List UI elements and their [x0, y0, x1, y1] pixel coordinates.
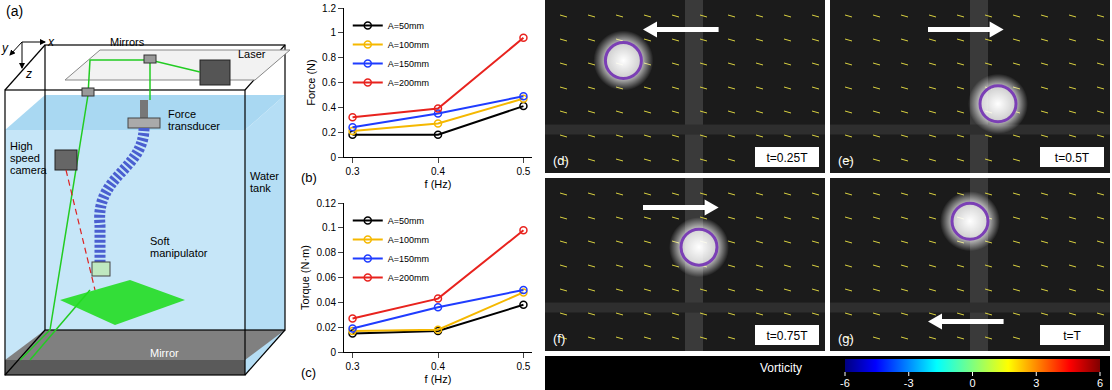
svg-text:Water: Water [250, 170, 279, 182]
svg-text:Force (N): Force (N) [305, 59, 317, 105]
svg-text:0.1: 0.1 [322, 222, 336, 233]
svg-text:(d): (d) [553, 153, 569, 168]
svg-text:t=0.75T: t=0.75T [766, 329, 808, 343]
svg-text:A=200mm: A=200mm [388, 273, 429, 283]
svg-text:0.5: 0.5 [516, 166, 530, 177]
svg-text:Vorticity: Vorticity [760, 361, 802, 375]
svg-text:0.6: 0.6 [322, 77, 336, 88]
svg-text:0.3: 0.3 [346, 166, 360, 177]
svg-text:0.02: 0.02 [317, 322, 337, 333]
svg-text:f (Hz): f (Hz) [425, 373, 452, 385]
svg-text:A=150mm: A=150mm [388, 59, 429, 69]
svg-text:t=T: t=T [1063, 329, 1081, 343]
svg-text:Torque (N·m): Torque (N·m) [299, 245, 311, 310]
svg-text:f (Hz): f (Hz) [425, 178, 452, 190]
svg-text:A=100mm: A=100mm [388, 40, 429, 50]
svg-text:0.2: 0.2 [322, 127, 336, 138]
svg-text:(b): (b) [301, 170, 317, 185]
svg-text:Mirror: Mirror [150, 347, 179, 359]
svg-text:camera: camera [10, 164, 48, 176]
svg-text:(f): (f) [553, 331, 565, 346]
svg-text:t=0.25T: t=0.25T [766, 151, 808, 165]
svg-text:High: High [10, 140, 33, 152]
svg-text:0: 0 [969, 377, 975, 389]
svg-text:A=50mm: A=50mm [388, 21, 424, 31]
svg-text:-6: -6 [840, 377, 850, 389]
svg-text:0.12: 0.12 [317, 198, 337, 209]
svg-text:A=100mm: A=100mm [388, 235, 429, 245]
svg-text:6: 6 [1097, 377, 1103, 389]
svg-text:3: 3 [1033, 377, 1039, 389]
svg-text:1: 1 [330, 27, 336, 38]
svg-text:x: x [47, 35, 55, 49]
svg-text:0.08: 0.08 [317, 247, 337, 258]
svg-text:0: 0 [330, 347, 336, 358]
svg-text:0.5: 0.5 [516, 361, 530, 372]
svg-text:z: z [25, 67, 32, 81]
svg-text:Mirrors: Mirrors [110, 36, 145, 48]
svg-text:0.4: 0.4 [322, 102, 336, 113]
svg-text:(g): (g) [838, 331, 854, 346]
svg-text:A=150mm: A=150mm [388, 254, 429, 264]
svg-text:0.4: 0.4 [431, 166, 445, 177]
svg-text:speed: speed [10, 152, 40, 164]
svg-text:0.8: 0.8 [322, 52, 336, 63]
svg-text:(a): (a) [6, 3, 23, 19]
svg-text:tank: tank [250, 182, 271, 194]
svg-text:(e): (e) [838, 153, 854, 168]
svg-text:(c): (c) [301, 365, 316, 380]
svg-text:0.04: 0.04 [317, 297, 337, 308]
svg-text:0.4: 0.4 [431, 361, 445, 372]
svg-text:1.2: 1.2 [322, 3, 336, 14]
svg-text:transducer: transducer [168, 120, 220, 132]
svg-text:0.06: 0.06 [317, 272, 337, 283]
svg-text:manipulator: manipulator [150, 247, 208, 259]
svg-text:Soft: Soft [150, 235, 170, 247]
svg-text:-3: -3 [904, 377, 914, 389]
svg-text:t=0.5T: t=0.5T [1055, 151, 1090, 165]
svg-text:Laser: Laser [238, 48, 266, 60]
svg-text:0.3: 0.3 [346, 361, 360, 372]
svg-text:A=200mm: A=200mm [388, 78, 429, 88]
svg-text:y: y [1, 41, 9, 55]
svg-text:A=50mm: A=50mm [388, 216, 424, 226]
svg-text:Force: Force [168, 108, 196, 120]
svg-text:0: 0 [330, 152, 336, 163]
